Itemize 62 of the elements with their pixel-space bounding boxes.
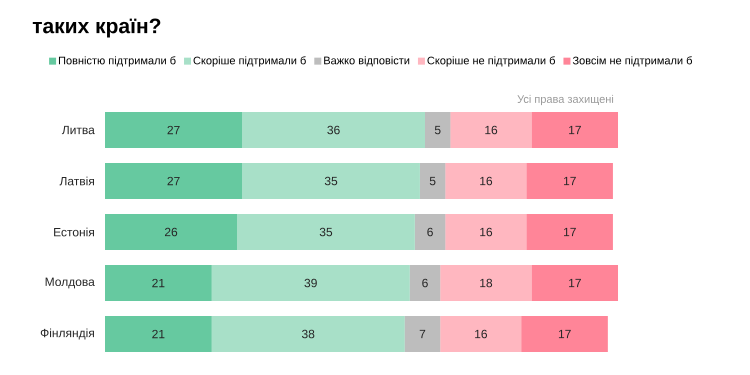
y-tick-label: Литва (62, 126, 95, 134)
bar (105, 214, 238, 250)
bar (242, 163, 420, 200)
data-label: 16 (480, 176, 492, 186)
data-label: 17 (564, 228, 576, 236)
data-label: 17 (564, 176, 576, 186)
data-label: 27 (168, 126, 180, 134)
bar (410, 265, 440, 302)
data-label: 21 (152, 330, 164, 338)
bar (242, 112, 425, 148)
bar (420, 163, 446, 200)
data-label: 16 (480, 228, 492, 236)
bar (440, 265, 532, 302)
bar (424, 112, 450, 148)
data-label: 38 (302, 330, 314, 338)
data-label: 7 (420, 330, 426, 338)
data-label: 17 (558, 330, 571, 338)
bar (212, 265, 410, 302)
data-label: 5 (430, 176, 436, 186)
bar (105, 316, 212, 352)
data-label: 35 (320, 228, 332, 236)
bar (532, 112, 618, 148)
chart-title: таких країн? (32, 18, 160, 38)
legend-label: Повністю підтримали б (58, 56, 176, 67)
bar (522, 316, 608, 352)
y-tick-label: Молдова (46, 278, 95, 288)
data-label: 17 (569, 126, 581, 134)
legend-label: Скоріше підтримали б (194, 56, 306, 67)
data-label: 21 (152, 278, 164, 288)
data-label: 36 (327, 126, 340, 134)
bar (526, 214, 613, 250)
legend-label: Важко відповісти (324, 56, 410, 66)
y-tick-label: Латвія (60, 176, 94, 186)
y-tick-label: Естонія (54, 228, 94, 236)
bar (445, 214, 527, 250)
bar (105, 112, 242, 148)
legend-label: Скоріше не підтримали б (427, 56, 555, 67)
bar (404, 316, 440, 352)
bar (445, 163, 527, 200)
bar (237, 214, 415, 250)
data-label: 16 (475, 330, 488, 338)
data-label: 6 (427, 228, 433, 236)
bar (532, 265, 618, 302)
data-label: 5 (434, 126, 441, 134)
annotation: Усі права захищені (517, 94, 614, 106)
data-label: 39 (304, 278, 317, 288)
bar (440, 316, 522, 352)
bar (212, 316, 405, 352)
bar (105, 265, 212, 302)
legend-label: Зовсім не підтримали б (572, 56, 692, 67)
bar (526, 163, 613, 200)
bar (450, 112, 532, 148)
data-label: 35 (324, 176, 338, 186)
bar (105, 163, 242, 200)
bar (414, 214, 446, 250)
y-tick-label: Фінляндія (40, 328, 94, 340)
data-label: 17 (569, 278, 581, 288)
data-label: 27 (168, 176, 180, 186)
data-label: 26 (164, 228, 178, 236)
data-label: 6 (422, 278, 428, 288)
data-label: 18 (480, 278, 492, 288)
data-label: 16 (485, 126, 498, 134)
